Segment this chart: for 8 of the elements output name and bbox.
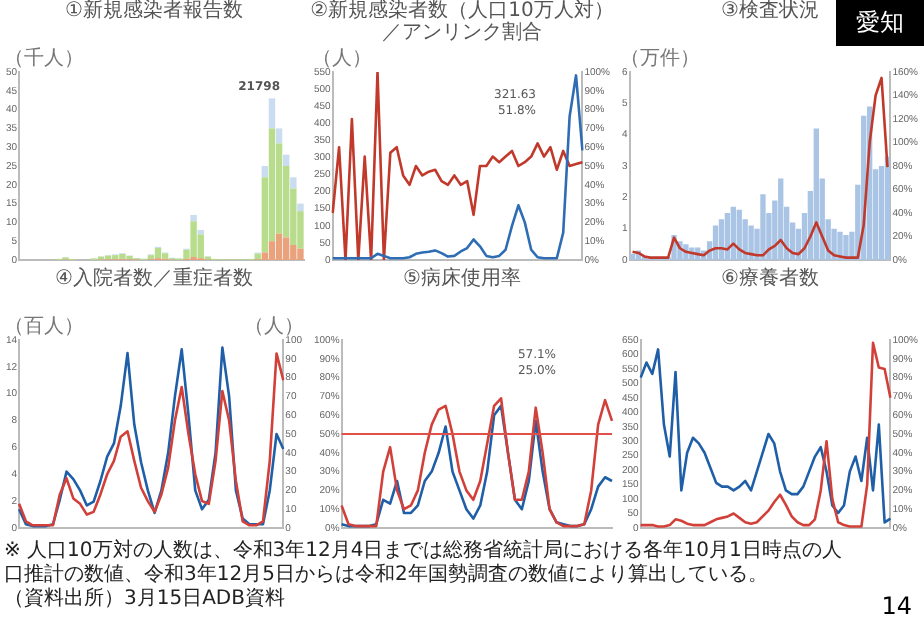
chart-title: ④入院者数／重症者数 xyxy=(53,268,255,290)
chart-title: ⑥療養者数 xyxy=(719,268,821,290)
chart-title: ③検査状況 xyxy=(721,0,819,22)
text: 14 xyxy=(881,592,912,620)
text: （資料出所）3月15日ADB資料 xyxy=(4,588,287,612)
chart-title: ⑤病床使用率 xyxy=(401,268,523,290)
text: ※ 人口10万対の人数は、令和3年12月4日までは総務省統計局における各年10月1日時点の人口推計の数値、令和3年12月5日からは令和2年国勢調査の数値により算出している。 xyxy=(4,540,844,587)
text: 愛知 xyxy=(836,0,924,46)
